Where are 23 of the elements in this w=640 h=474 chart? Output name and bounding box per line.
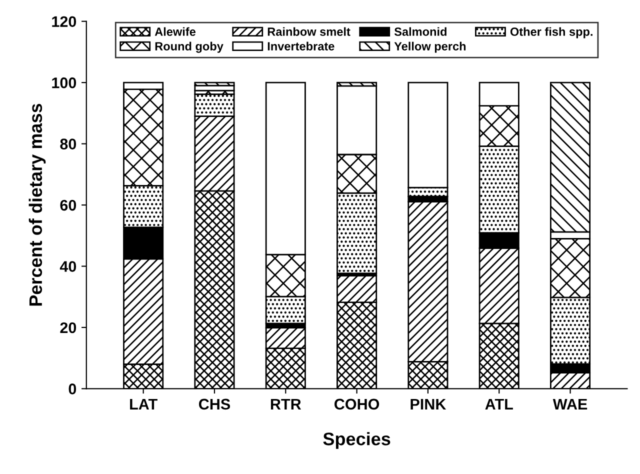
legend-label: Rainbow smelt — [268, 27, 350, 36]
y-tick-label: 20 — [60, 322, 76, 334]
y-tick-label: 60 — [60, 200, 76, 211]
x-axis-title: Species — [323, 432, 390, 449]
y-axis-title: Percent of dietary mass — [28, 104, 46, 306]
legend-label: Alewife — [154, 27, 196, 36]
legend-label: Yellow perch — [394, 42, 466, 53]
x-tick-label: PINK — [410, 398, 446, 410]
y-tick-label: 100 — [52, 77, 76, 88]
legend-label: Invertebrate — [268, 42, 334, 50]
x-tick-label: RTR — [270, 398, 302, 410]
x-tick-label: WAE — [552, 398, 588, 410]
y-tick-label: 0 — [68, 384, 76, 394]
y-tick-label: 80 — [60, 138, 76, 150]
y-tick-label: 40 — [60, 261, 76, 272]
legend-label: Other fish spp. — [510, 27, 592, 38]
x-tick-label: CHS — [198, 398, 230, 410]
legend-label: Round goby — [155, 42, 224, 53]
legend-label: Salmonid — [394, 27, 446, 36]
x-tick-label: COHO — [334, 398, 380, 410]
x-tick-label: LAT — [130, 398, 158, 410]
x-tick-label: ATL — [485, 398, 513, 410]
y-tick-label: 120 — [52, 16, 76, 28]
